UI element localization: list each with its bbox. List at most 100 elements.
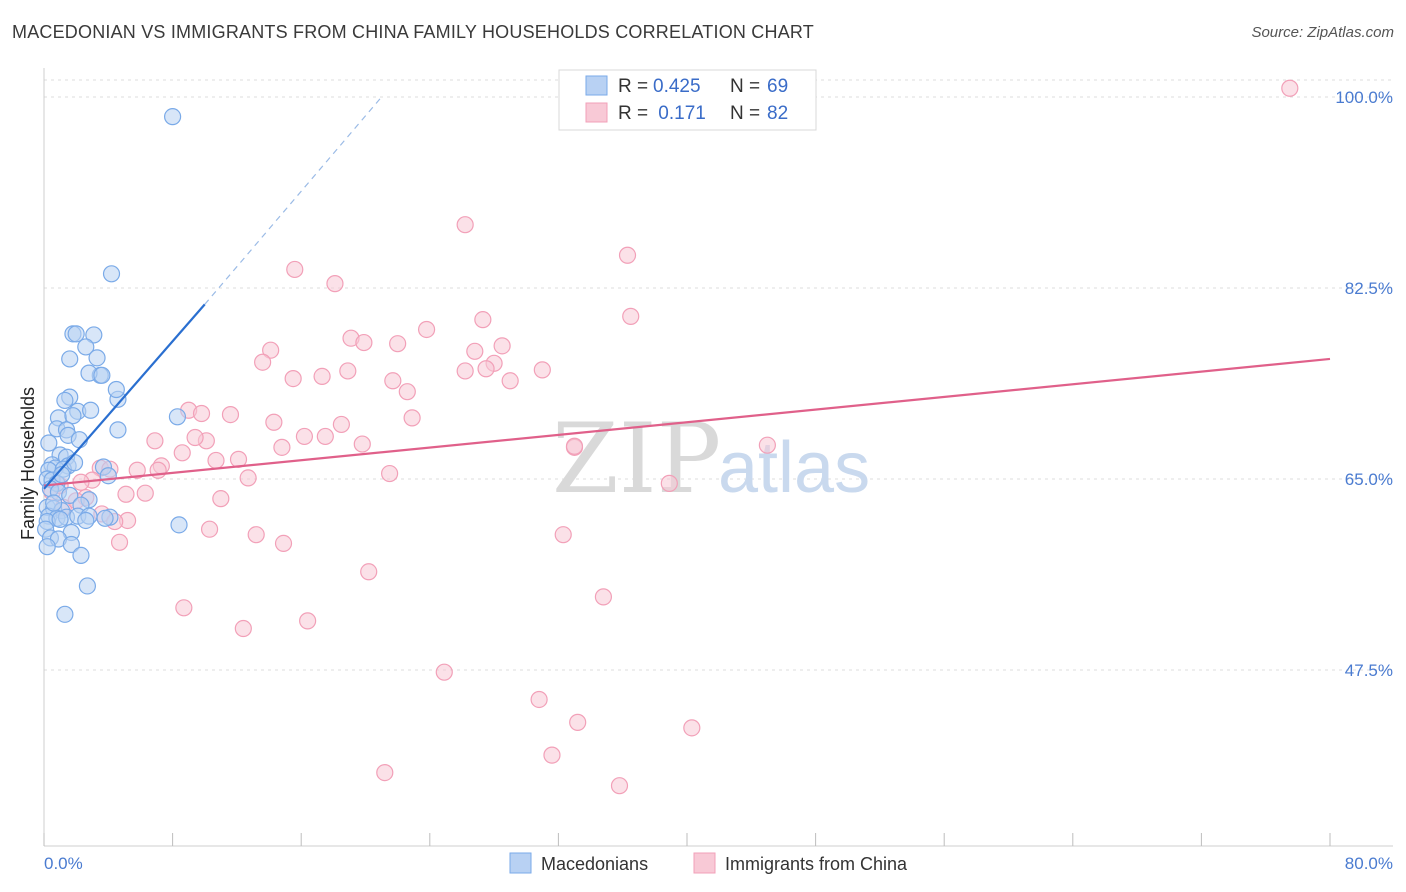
china-point [466, 342, 484, 360]
series-macedonians-points [37, 108, 188, 623]
china-point [456, 216, 474, 234]
y-tick-label-3: 100.0% [1335, 88, 1393, 107]
china-point [758, 436, 776, 454]
china-point [456, 362, 474, 380]
series-legend: Macedonians Immigrants from China [509, 852, 908, 874]
macedonian-point [45, 494, 63, 512]
china-point [173, 444, 191, 462]
legend-r-value-1: 0.425 [653, 76, 701, 97]
stats-legend: R = 0.425 N = 69 R = 0.171 N = 82 [558, 69, 817, 131]
china-point [477, 360, 495, 378]
y-tick-label-0: 47.5% [1345, 661, 1393, 680]
watermark-atlas: atlas [718, 428, 870, 508]
bottom-legend-swatch-china [693, 852, 716, 874]
y-tick-label-2: 82.5% [1345, 279, 1393, 298]
macedonian-point [102, 265, 121, 283]
china-point [353, 435, 371, 453]
china-point [186, 428, 204, 447]
china-point [207, 451, 225, 470]
china-point [533, 361, 551, 379]
china-point [212, 490, 230, 508]
china-point [501, 372, 519, 390]
chart-source: Source: ZipAtlas.com [1251, 24, 1394, 41]
china-point [417, 320, 436, 339]
x-ticks [43, 833, 1331, 846]
china-point [543, 746, 561, 764]
legend-n-label-1: N = [730, 76, 760, 97]
macedonian-point [99, 467, 117, 485]
legend-swatch-china [585, 102, 608, 123]
china-point [286, 260, 304, 279]
legend-n-label-2: N = [730, 103, 760, 124]
chart-title: MACEDONIAN VS IMMIGRANTS FROM CHINA FAMI… [12, 22, 814, 42]
china-point [389, 335, 407, 353]
macedonian-point [38, 538, 56, 556]
china-point [110, 533, 129, 551]
china-point [554, 526, 572, 544]
china-point [295, 427, 314, 446]
macedonian-point [65, 454, 84, 472]
legend-n-value-1: 69 [767, 76, 788, 97]
macedonian-point [67, 325, 85, 343]
macedonian-point [56, 605, 74, 623]
china-point [175, 599, 193, 617]
china-point [683, 719, 701, 737]
macedonian-point [85, 326, 103, 344]
china-point [332, 415, 350, 434]
macedonian-point [77, 511, 95, 530]
china-point [254, 353, 272, 371]
china-point [493, 337, 511, 355]
china-point [117, 485, 135, 503]
trend-lines [43, 96, 1331, 490]
bottom-legend-swatch-macedonians [509, 852, 532, 874]
china-point [239, 469, 257, 487]
legend-r-label-1: R = [618, 76, 648, 97]
china-point [376, 763, 394, 782]
macedonian-point [168, 408, 187, 426]
china-point [435, 663, 453, 681]
macedonian-point [51, 510, 69, 528]
china-point [192, 404, 211, 423]
china-point [474, 311, 492, 329]
china-point [384, 372, 402, 390]
china-point [221, 406, 240, 424]
macedonian-point [88, 349, 106, 367]
macedonian-point [61, 486, 79, 504]
macedonian-point [170, 516, 188, 534]
macedonian-point [82, 401, 100, 419]
china-point [284, 369, 302, 388]
china-point [326, 275, 344, 293]
trend-line-china [43, 357, 1331, 487]
gridlines [44, 79, 1393, 671]
china-point [381, 464, 399, 483]
china-point [360, 563, 378, 581]
china-point [146, 432, 164, 450]
macedonian-point [109, 421, 127, 439]
legend-r-label-2: R = [618, 103, 648, 124]
china-point [530, 690, 548, 709]
china-point [355, 333, 373, 352]
watermark-zip: ZIP [552, 403, 721, 515]
china-point [660, 474, 678, 492]
macedonian-point [96, 509, 114, 527]
y-tick-label-1: 65.0% [1345, 470, 1393, 489]
china-point [274, 534, 293, 552]
macedonian-point [61, 350, 79, 368]
china-point [622, 307, 640, 325]
china-point [1281, 79, 1299, 97]
macedonian-point [56, 391, 74, 410]
china-point [565, 437, 584, 455]
macedonian-point [70, 431, 88, 449]
macedonian-point [164, 108, 182, 126]
x-tick-label-max: 80.0% [1345, 854, 1393, 873]
macedonian-point [107, 380, 125, 399]
bottom-legend-macedonians: Macedonians [541, 854, 648, 874]
macedonian-point [78, 577, 97, 595]
china-point [273, 438, 291, 456]
legend-swatch-macedonians [585, 75, 608, 96]
trend-line-macedonians [43, 303, 206, 490]
china-point [299, 612, 317, 630]
china-point [247, 526, 265, 544]
china-point [128, 461, 146, 479]
legend-r-value-2: 0.171 [653, 103, 706, 124]
